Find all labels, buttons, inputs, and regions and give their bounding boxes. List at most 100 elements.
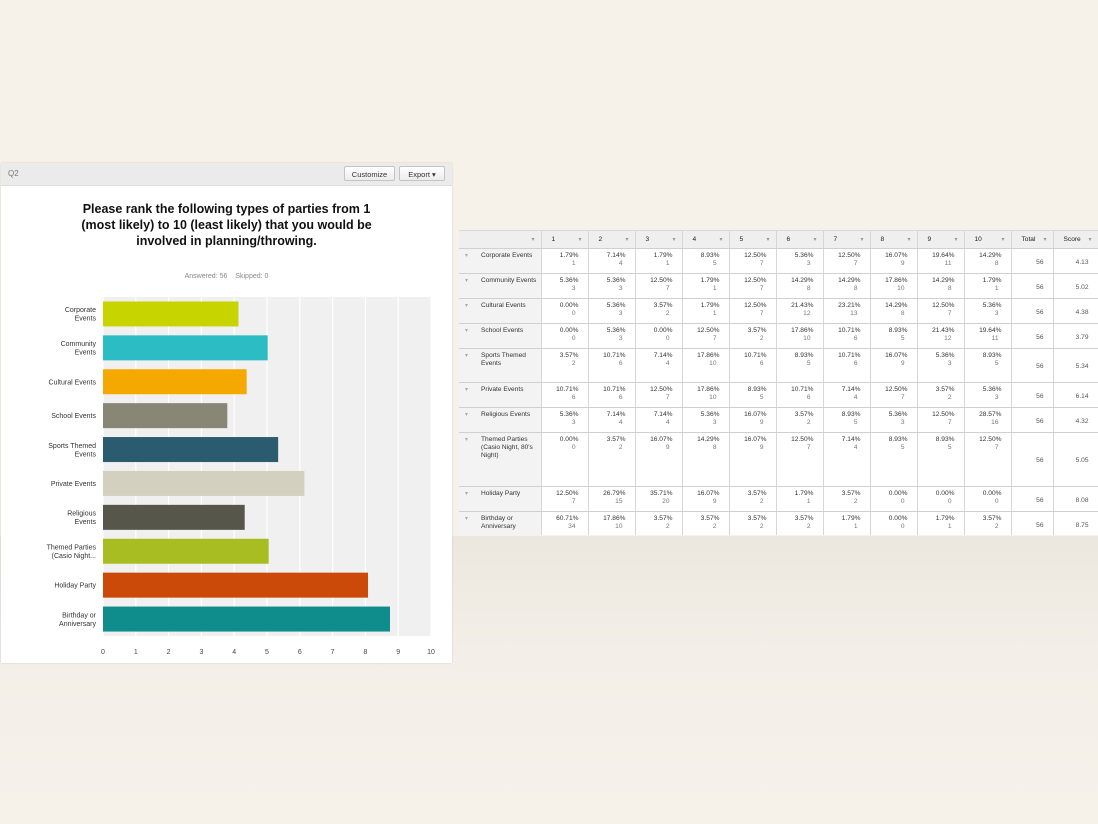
category-label: Corporate Events	[65, 307, 97, 323]
cell-count: 0	[900, 523, 905, 530]
column-header[interactable]: 7 ▾	[823, 231, 871, 249]
category-label: Religious Events	[67, 511, 96, 526]
sort-caret-icon[interactable]: ▾	[766, 237, 770, 243]
sort-caret-icon[interactable]: ▾	[954, 237, 958, 243]
bar	[103, 606, 390, 632]
sort-caret-icon[interactable]: ▾	[1043, 237, 1047, 243]
row-caret-icon[interactable]: ▾	[465, 387, 469, 393]
sort-caret-icon[interactable]: ▾	[625, 237, 629, 243]
sort-caret-icon[interactable]: ▾	[1001, 237, 1005, 243]
sort-caret-icon[interactable]: ▾	[860, 237, 864, 243]
cell-count: 7	[712, 335, 717, 342]
row-caret-icon[interactable]: ▾	[465, 437, 469, 443]
sort-caret-icon[interactable]: ▾	[907, 237, 911, 243]
cell-percent: 16.07%	[885, 252, 908, 259]
row-caret-icon[interactable]: ▾	[465, 278, 469, 284]
row-caret-icon[interactable]: ▾	[465, 303, 469, 309]
column-header-blank[interactable]: ▾	[459, 231, 542, 249]
column-header[interactable]: 1 ▾	[541, 231, 589, 249]
cell-count: 2	[665, 310, 670, 317]
row-caret-icon[interactable]: ▾	[465, 516, 469, 522]
column-header[interactable]: 10 ▾	[964, 231, 1012, 249]
table-cell: 14.29% 8	[964, 248, 1012, 274]
column-header[interactable]: 2 ▾	[588, 231, 636, 249]
row-label: Cultural Events	[481, 302, 526, 309]
table-cell: 1.79% 1	[682, 298, 730, 324]
export-button[interactable]: Export ▾	[399, 166, 445, 181]
sort-caret-icon[interactable]: ▾	[531, 237, 535, 243]
cell-percent: 12.50%	[744, 302, 767, 309]
customize-button[interactable]: Customize	[344, 166, 395, 181]
cell-count: 1	[665, 260, 670, 267]
table-cell: 19.64% 11	[964, 323, 1012, 349]
table-cell: 12.50% 7	[917, 298, 965, 324]
row-caret-icon[interactable]: ▾	[465, 412, 469, 418]
cell-count: 3	[994, 310, 999, 317]
row-caret-icon[interactable]: ▾	[465, 253, 469, 259]
row-header[interactable]: ▾ Religious Events	[459, 407, 542, 433]
cell-percent: 16.07%	[885, 352, 908, 359]
row-header[interactable]: ▾ Community Events	[459, 273, 542, 299]
cell-percent: 3.57%	[653, 515, 673, 522]
cell-count: 4	[853, 394, 858, 401]
cell-count: 34	[568, 523, 576, 530]
cell-count: 3	[618, 335, 623, 342]
table-cell: 17.86% 10	[682, 348, 730, 383]
row-header[interactable]: ▾ Themed Parties (Casio Night, 80's Night…	[459, 432, 542, 487]
row-header[interactable]: ▾ School Events	[459, 323, 542, 349]
column-header[interactable]: Total ▾	[1011, 231, 1054, 249]
cell-count: 8	[853, 285, 858, 292]
column-header[interactable]: 5 ▾	[729, 231, 777, 249]
table-cell: 10.71% 6	[588, 348, 636, 383]
sort-caret-icon[interactable]: ▾	[813, 237, 817, 243]
bar	[103, 572, 369, 598]
cell-percent: 1.79%	[794, 490, 814, 497]
column-header[interactable]: 6 ▾	[776, 231, 824, 249]
cell-count: 7	[994, 444, 999, 451]
column-header[interactable]: 9 ▾	[917, 231, 965, 249]
sort-caret-icon[interactable]: ▾	[1088, 237, 1092, 243]
cell-count: 0	[571, 335, 576, 342]
column-header[interactable]: Score ▾	[1053, 231, 1098, 249]
total-cell: 56	[1011, 382, 1054, 408]
sort-caret-icon[interactable]: ▾	[719, 237, 723, 243]
cell-percent: 8.93%	[747, 386, 767, 393]
column-header[interactable]: 3 ▾	[635, 231, 683, 249]
total-cell: 56	[1011, 432, 1054, 487]
row-label: Religious Events	[481, 411, 531, 418]
cell-percent: 7.14%	[606, 252, 626, 259]
column-header[interactable]: 8 ▾	[870, 231, 918, 249]
table-cell: 12.50% 7	[776, 432, 824, 487]
row-caret-icon[interactable]: ▾	[465, 353, 469, 359]
cell-count: 12	[944, 335, 952, 342]
x-tick-label: 4	[232, 649, 236, 656]
row-header[interactable]: ▾ Birthday or Anniversary	[459, 511, 542, 535]
cell-count: 1	[712, 310, 717, 317]
cell-count: 7	[571, 498, 576, 505]
table-cell: 5.36% 3	[588, 273, 636, 299]
table-cell: 12.50% 7	[917, 407, 965, 433]
cell-percent: 14.29%	[697, 436, 720, 443]
row-header[interactable]: ▾ Holiday Party	[459, 486, 542, 512]
row-header[interactable]: ▾ Cultural Events	[459, 298, 542, 324]
row-caret-icon[interactable]: ▾	[465, 328, 469, 334]
row-header[interactable]: ▾ Corporate Events	[459, 248, 542, 274]
cell-count: 7	[947, 419, 952, 426]
answered-count: Answered: 56	[184, 273, 228, 280]
table-cell: 7.14% 4	[588, 248, 636, 274]
cell-percent: 10.71%	[791, 386, 814, 393]
table-row: ▾ Cultural Events 0.00% 0 5.36% 3 3.57% 2 1.79% 1…	[459, 298, 1098, 324]
row-header[interactable]: ▾ Sports Themed Events	[459, 348, 542, 383]
cell-count: 6	[806, 394, 811, 401]
row-header[interactable]: ▾ Private Events	[459, 382, 542, 408]
table-cell: 12.50% 7	[635, 382, 683, 408]
sort-caret-icon[interactable]: ▾	[672, 237, 676, 243]
table-cell: 21.43% 12	[776, 298, 824, 324]
row-caret-icon[interactable]: ▾	[465, 491, 469, 497]
cell-count: 20	[662, 498, 670, 505]
sort-caret-icon[interactable]: ▾	[578, 237, 582, 243]
table-cell: 5.36% 3	[588, 298, 636, 324]
column-header[interactable]: 4 ▾	[682, 231, 730, 249]
bar	[103, 504, 245, 530]
cell-count: 9	[712, 498, 717, 505]
